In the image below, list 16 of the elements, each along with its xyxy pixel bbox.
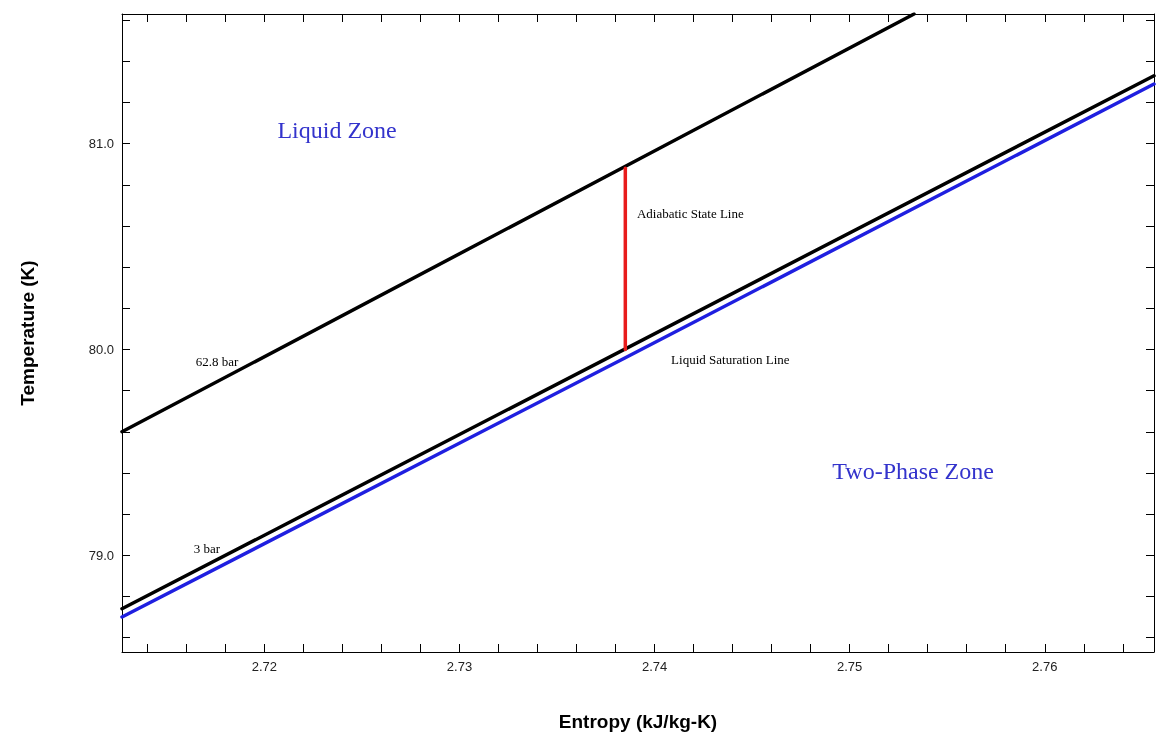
x-tick-label: 2.76 xyxy=(1032,659,1058,674)
annotation: Liquid Zone xyxy=(277,117,397,144)
x-tick-label: 2.75 xyxy=(837,659,863,674)
x-tick-label: 2.73 xyxy=(446,659,473,674)
y-tick-label: 79.0 xyxy=(88,547,114,563)
series-label: 3 bar xyxy=(193,541,221,557)
x-tick-label: 2.74 xyxy=(641,659,668,674)
y-axis-title: Temperature (K) xyxy=(17,260,38,406)
x-tick-label: 2.72 xyxy=(251,659,278,674)
x-axis-title: Entropy (kJ/kg-K) xyxy=(558,711,718,732)
series-label: Adiabatic State Line xyxy=(636,205,744,221)
annotation: Two-Phase Zone xyxy=(832,457,994,484)
series-label: 62.8 bar xyxy=(195,354,239,370)
y-tick-label: 81.0 xyxy=(88,136,114,152)
series-label: Liquid Saturation Line xyxy=(671,352,790,368)
y-tick-label: 80.0 xyxy=(88,341,114,357)
